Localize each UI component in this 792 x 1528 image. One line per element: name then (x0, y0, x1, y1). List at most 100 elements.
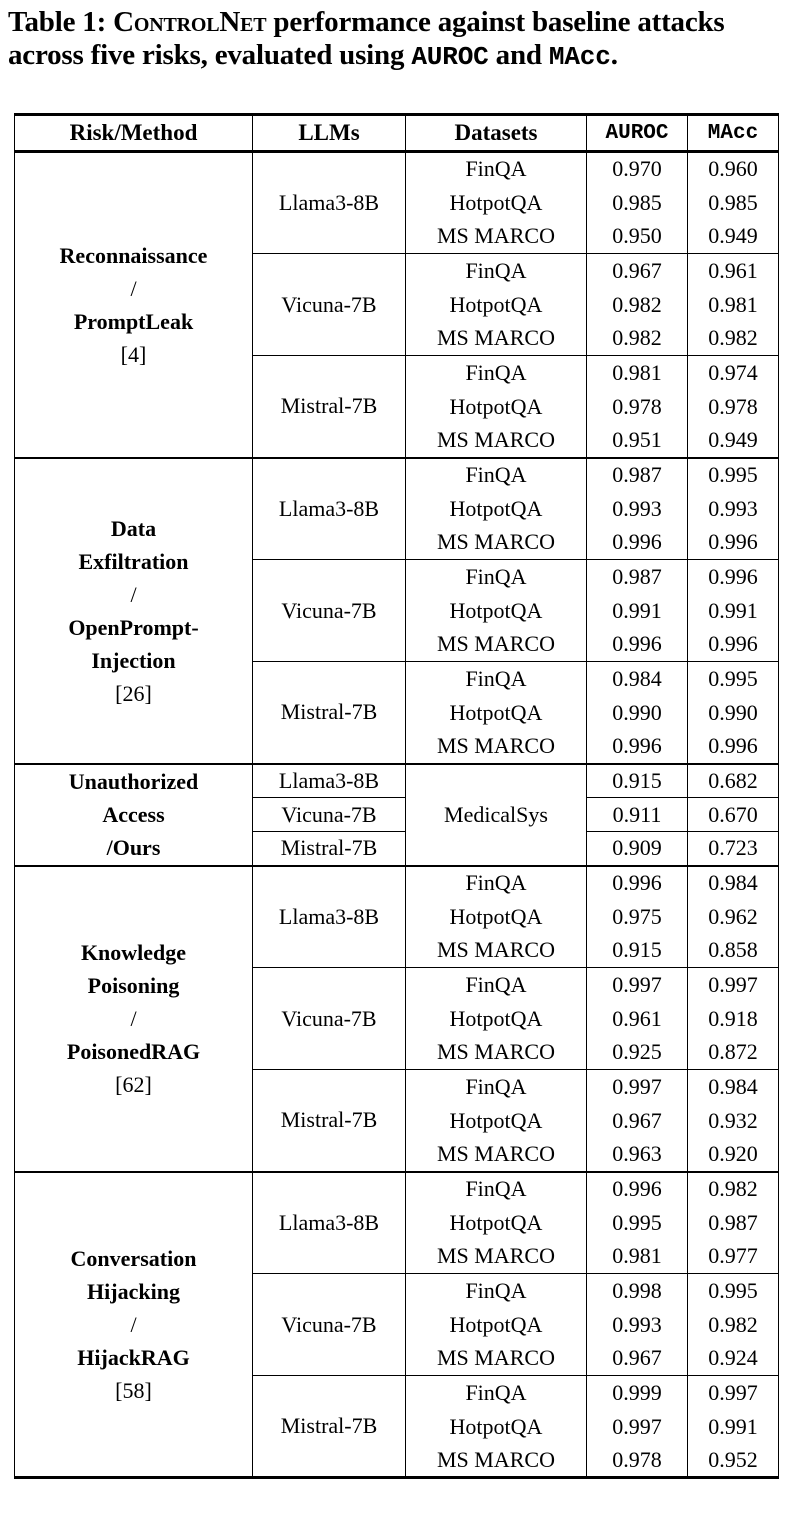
auroc-value: 0.981 (586, 1239, 688, 1274)
risk-line: Data (110, 515, 157, 541)
table-row: HotpotQA 0.993 0.982 (15, 1307, 779, 1342)
caption-line-1: Table 1: ControlNet performance against … (8, 6, 790, 39)
dataset-cell: MS MARCO (405, 1443, 587, 1479)
auroc-value: 0.997 (586, 1069, 688, 1104)
risk-line: [62] (115, 1072, 152, 1097)
dataset-cell: HotpotQA (405, 695, 587, 730)
auroc-value: 0.967 (586, 1103, 688, 1138)
table-row: MS MARCO 0.982 0.982 (15, 321, 779, 356)
dataset-cell: MS MARCO (405, 321, 587, 356)
table-row: HotpotQA 0.975 0.962 (15, 899, 779, 934)
dataset-cell: MS MARCO (405, 627, 587, 662)
table-row: MS MARCO 0.963 0.920 (15, 1137, 779, 1173)
risk-line: / (130, 275, 137, 301)
table-row: Data Exfiltration / OpenPrompt- Injection [26… (14, 457, 779, 765)
dataset-cell: HotpotQA (405, 593, 587, 628)
auroc-value: 0.999 (586, 1375, 688, 1410)
macc-value: 0.962 (687, 899, 779, 934)
dataset-cell: HotpotQA (405, 185, 587, 220)
table-row: Knowledge Poisoning / PoisonedRAG [62] Llama3… (14, 865, 779, 1173)
risk-line: [4] (120, 341, 147, 367)
macc-value: 0.996 (687, 729, 779, 765)
risk-line: Exfiltration (78, 548, 189, 574)
auroc-value: 0.951 (586, 423, 688, 459)
macc-value: 0.982 (687, 321, 779, 356)
macc-value: 0.949 (687, 219, 779, 254)
table-row: HotpotQA 0.967 0.932 (15, 1103, 779, 1138)
table-row: HotpotQA 0.995 0.987 (15, 1205, 779, 1240)
dataset-cell: FinQA (405, 457, 587, 492)
dataset-cell: FinQA (405, 253, 587, 288)
table-row: Reconnaissance / PromptLeak [4] Llama3-8B Fin… (14, 151, 779, 459)
auroc-value: 0.915 (586, 933, 688, 968)
risk-line: OpenPrompt- (68, 614, 199, 640)
risk-line: / (130, 1311, 137, 1337)
auroc-value: 0.993 (586, 1307, 688, 1342)
risk-line: /Ours (106, 835, 161, 860)
auroc-value: 0.990 (586, 695, 688, 730)
caption-text: and (488, 39, 549, 71)
llm-cell: Vicuna-7B (252, 967, 406, 1070)
dataset-cell: MS MARCO (405, 1341, 587, 1376)
table-row: HotpotQA 0.991 0.991 (15, 593, 779, 628)
auroc-value: 0.982 (586, 287, 688, 322)
dataset-cell: FinQA (405, 661, 587, 696)
auroc-value: 0.987 (586, 457, 688, 492)
dataset-cell: MS MARCO (405, 219, 587, 254)
auroc-value: 0.982 (586, 321, 688, 356)
table-row: MS MARCO 0.915 0.858 (15, 933, 779, 968)
auroc-term: AUROC (411, 42, 489, 72)
dataset-cell: FinQA (405, 1171, 587, 1206)
table-row: HotpotQA 0.985 0.985 (15, 185, 779, 220)
table-caption: Table 1: ControlNet performance against … (8, 6, 790, 74)
table-row: Vicuna-7B FinQA 0.967 0.961 (15, 253, 779, 356)
table-row: MS MARCO 0.978 0.952 (15, 1443, 779, 1479)
dataset-cell: FinQA (405, 1069, 587, 1104)
auroc-value: 0.961 (586, 1001, 688, 1036)
macc-value: 0.997 (687, 967, 779, 1002)
controlnet-name: ControlNet (113, 6, 267, 38)
dataset-cell: HotpotQA (405, 287, 587, 322)
macc-value: 0.949 (687, 423, 779, 459)
llm-cell: Mistral-7B (252, 831, 406, 867)
macc-value: 0.872 (687, 1035, 779, 1070)
risk-line: PromptLeak (73, 308, 194, 334)
macc-value: 0.990 (687, 695, 779, 730)
table-row: Mistral-7B FinQA 0.999 0.997 (15, 1375, 779, 1479)
macc-value: 0.984 (687, 865, 779, 900)
table-body: Reconnaissance / PromptLeak [4] Llama3-8B Fin… (14, 151, 779, 1479)
table-row: MS MARCO 0.950 0.949 (15, 219, 779, 254)
auroc-value: 0.975 (586, 899, 688, 934)
auroc-value: 0.915 (586, 763, 688, 798)
macc-value: 0.982 (687, 1171, 779, 1206)
dataset-cell: HotpotQA (405, 491, 587, 526)
macc-value: 0.991 (687, 593, 779, 628)
risk-line: Injection (91, 647, 176, 673)
macc-value: 0.670 (687, 797, 779, 832)
llm-cell: Llama3-8B (252, 151, 406, 254)
table-row: MS MARCO 0.996 0.996 (15, 627, 779, 662)
dataset-cell: MedicalSys (405, 763, 587, 867)
caption-text: across five risks, evaluated using (8, 39, 412, 71)
macc-value: 0.723 (687, 831, 779, 867)
dataset-cell: FinQA (405, 355, 587, 390)
header-risk-method: Risk/Method (14, 114, 253, 153)
macc-value: 0.984 (687, 1069, 779, 1104)
risk-line: PoisonedRAG (66, 1039, 201, 1064)
risk-method-cell: Conversation Hijacking / HijackRAG [58] (14, 1171, 253, 1479)
macc-term: MAcc (548, 42, 611, 72)
macc-value: 0.952 (687, 1443, 779, 1479)
macc-value: 0.974 (687, 355, 779, 390)
macc-value: 0.993 (687, 491, 779, 526)
dataset-cell: HotpotQA (405, 1001, 587, 1036)
auroc-value: 0.997 (586, 1409, 688, 1444)
auroc-value: 0.970 (586, 151, 688, 186)
caption-text: performance against baseline attacks (266, 6, 725, 38)
macc-value: 0.982 (687, 1307, 779, 1342)
table-row: Mistral-7B FinQA 0.984 0.995 (15, 661, 779, 765)
dataset-cell: HotpotQA (405, 1103, 587, 1138)
macc-value: 0.995 (687, 457, 779, 492)
macc-value: 0.932 (687, 1103, 779, 1138)
auroc-value: 0.925 (586, 1035, 688, 1070)
auroc-value: 0.911 (586, 797, 688, 832)
